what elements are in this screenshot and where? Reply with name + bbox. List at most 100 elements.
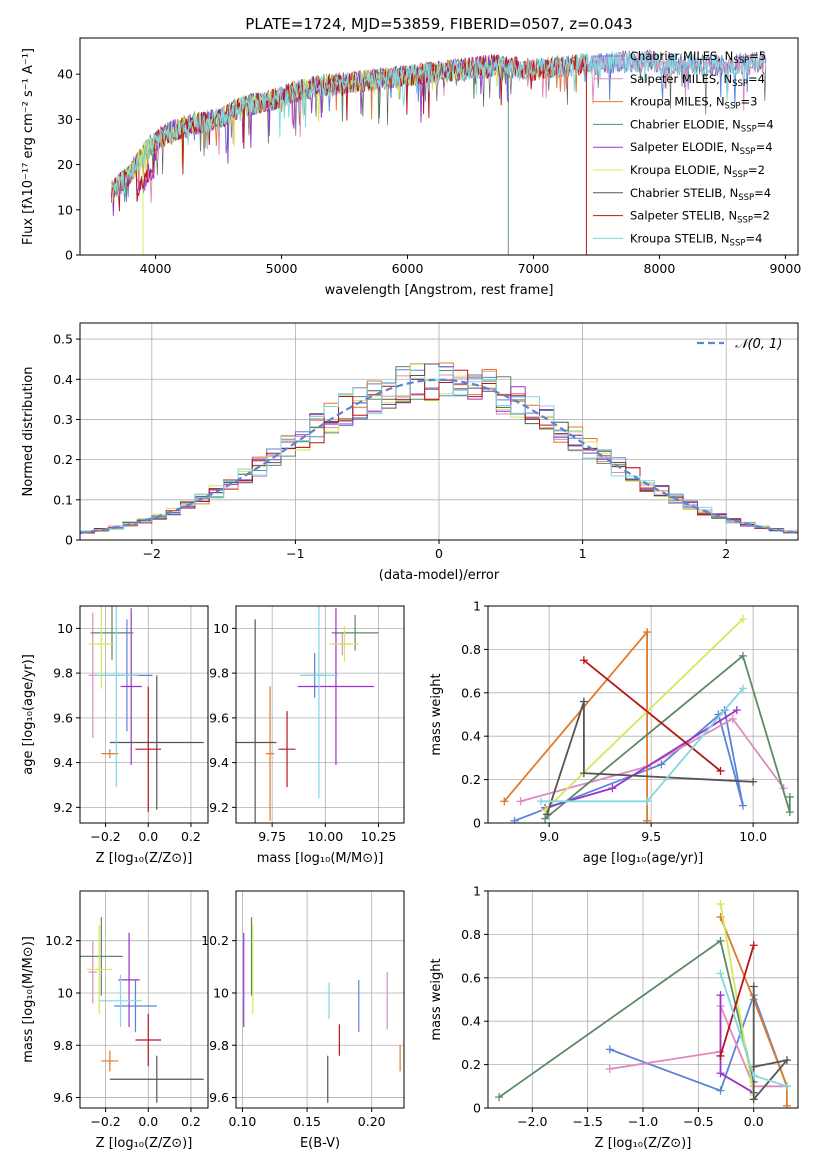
weight-series-line bbox=[719, 916, 788, 1106]
weight-series-line bbox=[752, 986, 790, 1102]
x-tick-label: 10.00 bbox=[307, 829, 343, 844]
spectrum-lines bbox=[111, 48, 767, 255]
y-tick-label: 0.8 bbox=[461, 927, 481, 942]
y-tick-label: 9.6 bbox=[209, 710, 229, 725]
weight-point-marker bbox=[749, 982, 758, 991]
x-axis-label: E(B-V) bbox=[300, 1136, 340, 1151]
x-axis-label: age [log₁₀(age/yr)] bbox=[583, 851, 704, 866]
weight-point-marker bbox=[749, 1095, 758, 1104]
x-tick-label: 0.15 bbox=[293, 1114, 321, 1129]
weight-point-marker bbox=[716, 900, 725, 909]
y-tick-label: 9.8 bbox=[53, 666, 73, 681]
mass_vs_Z-axes: −0.2 0.0 0.2 9.6 9.8 10 10.2 Z [log₁₀(Z/Z⊙)] mas… bbox=[21, 891, 208, 1151]
x-axis-label: Z [log₁₀(Z/Z⊙)] bbox=[595, 1136, 692, 1151]
x-tick-label: 0.0 bbox=[138, 829, 158, 844]
y-tick-label: 1 bbox=[473, 884, 481, 899]
weight-point-marker bbox=[657, 760, 666, 769]
weight-series-line bbox=[520, 717, 785, 803]
y-tick-label: 0.4 bbox=[53, 372, 73, 387]
weight-point-marker bbox=[785, 808, 794, 817]
y-tick-label: 0.2 bbox=[461, 772, 481, 787]
x-tick-label: −1.0 bbox=[628, 1114, 658, 1129]
legend-entry: Salpeter MILES, NSSP=4 bbox=[630, 72, 765, 89]
x-tick-label: 10.25 bbox=[361, 829, 397, 844]
y-axis-label: Flux [fλ10⁻¹⁷ erg cm⁻² s⁻¹ A⁻¹] bbox=[21, 48, 36, 245]
weight-point-marker bbox=[716, 936, 725, 945]
x-tick-label: 9.0 bbox=[539, 829, 559, 844]
y-tick-label: 30 bbox=[57, 112, 73, 127]
x-tick-label: 8000 bbox=[644, 261, 676, 276]
weight-point-marker bbox=[716, 991, 725, 1000]
x-tick-label: 0.2 bbox=[181, 829, 201, 844]
weight_vs_age-frame bbox=[487, 605, 799, 824]
weight-point-marker bbox=[738, 684, 747, 693]
legend-entry: 𝒩(0, 1) bbox=[735, 337, 782, 352]
legend-entry: Kroupa ELODIE, NSSP=2 bbox=[630, 163, 765, 180]
x-tick-label: 2 bbox=[722, 546, 730, 561]
x-tick-label: 1 bbox=[579, 546, 587, 561]
y-tick-label: 10 bbox=[213, 985, 229, 1000]
x-tick-label: 0.10 bbox=[229, 1114, 257, 1129]
x-tick-label: −1 bbox=[286, 546, 304, 561]
residuals-axes: −2 −1 0 1 2 0 0.1 0.2 0.3 0.4 0.5 (data-model)/erro… bbox=[21, 323, 798, 583]
y-axis-label: age [log₁₀(age/yr)] bbox=[21, 654, 36, 775]
y-tick-label: 9.2 bbox=[209, 800, 229, 815]
weight-point-marker bbox=[541, 814, 550, 823]
weight-point-marker bbox=[605, 1045, 614, 1054]
x-tick-label: 7000 bbox=[518, 261, 550, 276]
weight-point-marker bbox=[749, 1071, 758, 1080]
y-axis-label: mass [log₁₀(M/M⊙)] bbox=[21, 936, 36, 1063]
weight-point-marker bbox=[782, 1056, 791, 1065]
y-tick-label: 9.2 bbox=[53, 800, 73, 815]
spectrum-series-line bbox=[111, 50, 767, 196]
weight-point-marker bbox=[643, 816, 652, 823]
x-tick-label: −2 bbox=[143, 546, 161, 561]
weight-point-marker bbox=[643, 628, 652, 637]
y-tick-label: 9.8 bbox=[53, 1038, 73, 1053]
legend-entry: Kroupa STELIB, NSSP=4 bbox=[630, 231, 762, 248]
x-axis-label: Z [log₁₀(Z/Z⊙)] bbox=[96, 851, 193, 866]
y-tick-label: 0.3 bbox=[53, 412, 73, 427]
weight-point-marker bbox=[537, 797, 546, 806]
weight-point-marker bbox=[738, 615, 747, 624]
spectrum-legend: Chabrier MILES, NSSP=5 Salpeter MILES, NS… bbox=[593, 49, 774, 248]
weight-point-marker bbox=[716, 1086, 725, 1095]
y-tick-label: 10 bbox=[57, 202, 73, 217]
legend-entry: Salpeter ELODIE, NSSP=4 bbox=[630, 140, 773, 157]
weight-point-marker bbox=[782, 1101, 791, 1108]
chart-title: PLATE=1724, MJD=53859, FIBERID=0507, z=0… bbox=[245, 15, 632, 33]
x-tick-label: −0.5 bbox=[683, 1114, 713, 1129]
y-tick-label: 10 bbox=[57, 985, 73, 1000]
y-axis-label: mass weight bbox=[429, 958, 444, 1040]
mass_vs_ebv-axes: 0.10 0.15 0.20 9.6 9.8 10 10.2 E(B-V) bbox=[201, 891, 404, 1151]
y-tick-label: 1 bbox=[473, 599, 481, 614]
weight-point-marker bbox=[782, 1082, 791, 1091]
y-tick-label: 0.2 bbox=[461, 1057, 481, 1072]
x-tick-label: 0 bbox=[435, 546, 443, 561]
weight-series-line bbox=[544, 618, 744, 811]
y-tick-label: 0 bbox=[65, 533, 73, 548]
y-tick-label: 0 bbox=[65, 248, 73, 263]
x-tick-label: 0.20 bbox=[358, 1114, 386, 1129]
x-axis-label: Z [log₁₀(Z/Z⊙)] bbox=[96, 1136, 193, 1151]
weight-point-marker bbox=[510, 816, 519, 823]
weight-point-marker bbox=[605, 1064, 614, 1073]
y-tick-label: 0.6 bbox=[461, 970, 481, 985]
legend-entry: Kroupa MILES, NSSP=3 bbox=[630, 95, 757, 112]
y-tick-label: 0.8 bbox=[461, 642, 481, 657]
weight_vs_Z-lines bbox=[495, 900, 791, 1108]
weight-point-marker bbox=[579, 769, 588, 778]
y-tick-label: 0.1 bbox=[53, 492, 73, 507]
y-tick-label: 0.4 bbox=[461, 729, 481, 744]
weight-point-marker bbox=[716, 766, 725, 775]
weight-point-marker bbox=[500, 797, 509, 806]
weight-series-line bbox=[514, 708, 744, 822]
weight-point-marker bbox=[543, 810, 552, 819]
legend-entry: Salpeter STELIB, NSSP=2 bbox=[630, 209, 770, 226]
weight-point-marker bbox=[728, 714, 737, 723]
weight-point-marker bbox=[579, 697, 588, 706]
weight-point-marker bbox=[716, 1051, 725, 1060]
y-tick-label: 9.4 bbox=[53, 755, 73, 770]
x-tick-label: 0.0 bbox=[744, 1114, 764, 1129]
